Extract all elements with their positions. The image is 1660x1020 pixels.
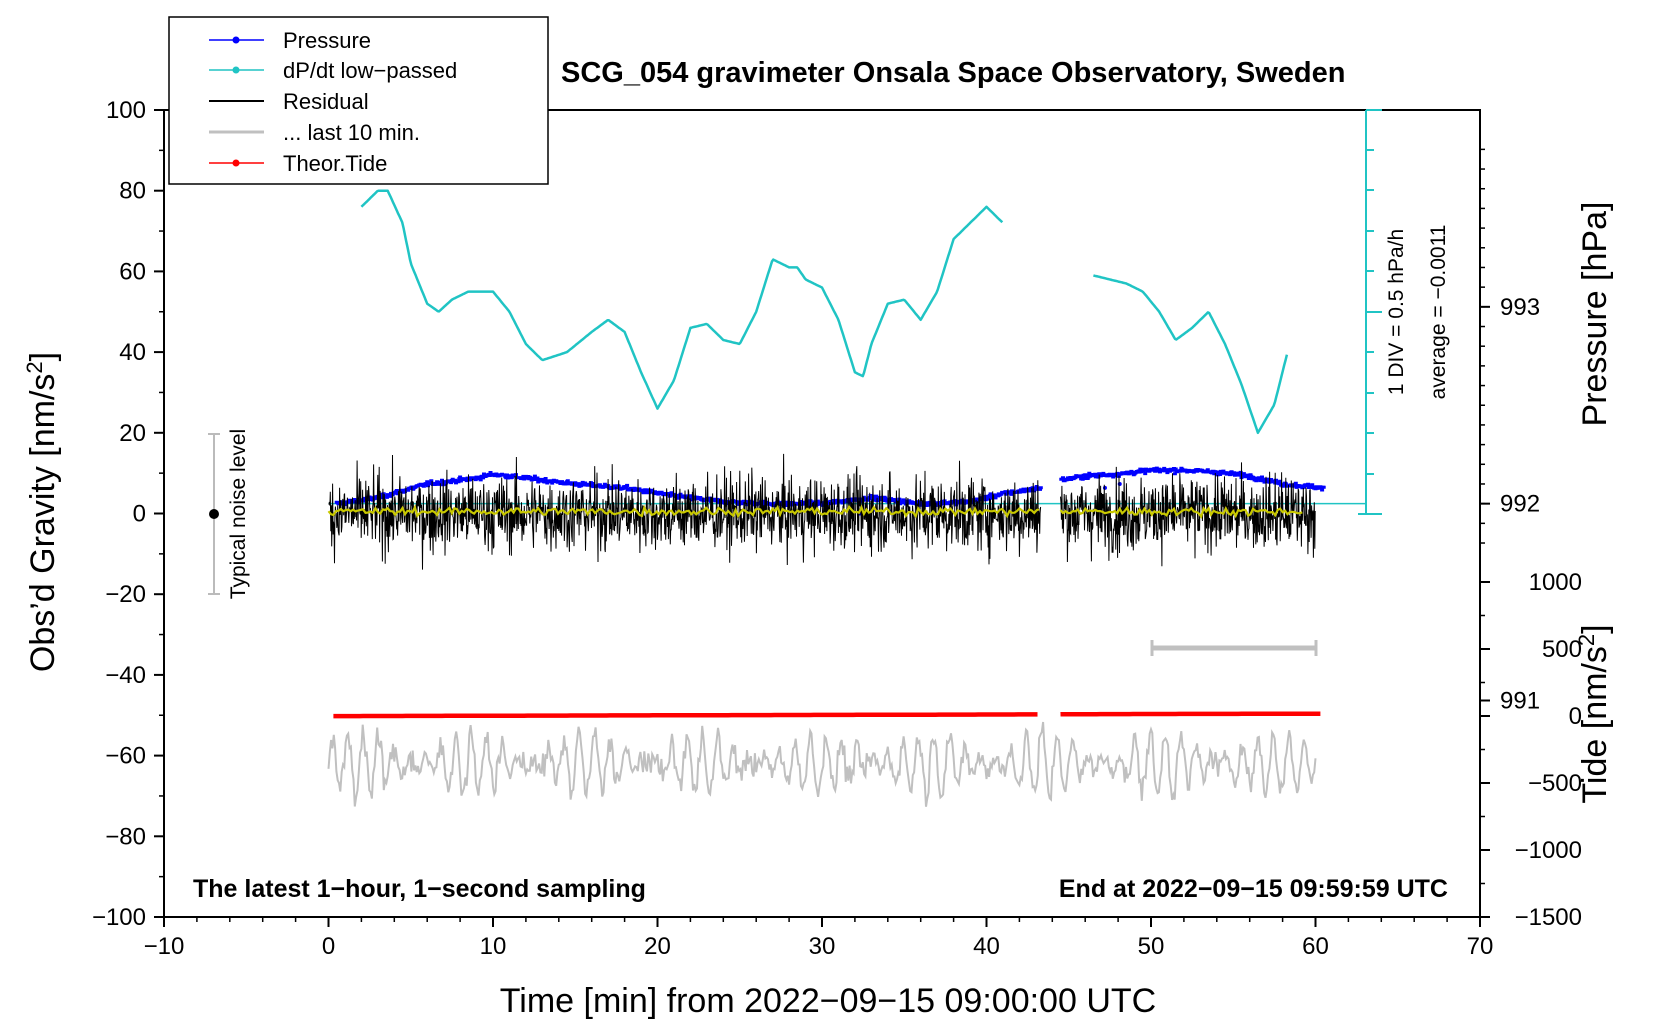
dpdt-series-line (360, 189, 1004, 410)
svg-text:Pressure [hPa]: Pressure [hPa] (1576, 202, 1614, 427)
last-10-min-marker (1150, 640, 1318, 656)
y-tick-label: −100 (92, 904, 146, 931)
x-tick-label: 50 (1138, 933, 1165, 960)
legend-dpdt-label: dP/dt low−passed (283, 58, 457, 83)
y-tick-label: −20 (105, 581, 146, 608)
y-tick-label: −40 (105, 662, 146, 689)
tide-axis-title-sup: 2 (1574, 634, 1599, 646)
x-tick-label: 30 (809, 933, 836, 960)
legend-tide-marker (232, 159, 240, 167)
y-axis-left-title-main: Obs’d Gravity [nm/s (24, 374, 62, 673)
residual-series-line (328, 453, 1042, 570)
tide-axis-title: Tide [nm/s2] (1574, 624, 1614, 803)
dpdt-average-label: average = −0.0011 (1427, 225, 1450, 400)
pressure-tick-label: 991 (1500, 687, 1540, 714)
legend-tide-label: Theor.Tide (283, 151, 387, 176)
axis-ticks: −10 0 10 20 30 40 50 60 70100806040200−20−40−60−… (92, 97, 1582, 960)
y-tick-label: −80 (105, 823, 146, 850)
residual-smooth-line-2 (1059, 505, 1303, 520)
y-axis-left-title-sup: 2 (22, 361, 47, 373)
data-series (327, 189, 1366, 807)
legend-last10-label: ... last 10 min. (283, 120, 420, 145)
x-tick-label: 70 (1467, 933, 1494, 960)
tide-tick-label: 0 (1569, 703, 1582, 730)
dpdt-series-line-2 (1093, 274, 1289, 435)
noise-center-dot (209, 509, 219, 519)
x-tick-label: 40 (973, 933, 1000, 960)
y-axis-left-title-end: ] (24, 352, 62, 361)
y-tick-label: −60 (105, 743, 146, 770)
tide-axis-title-end: ] (1576, 624, 1614, 633)
x-tick-label: 0 (322, 933, 335, 960)
tide-tick-label: 500 (1542, 636, 1582, 663)
tide-series-line-2 (1060, 711, 1321, 717)
tide-tick-label: 1000 (1529, 569, 1582, 596)
x-tick-label: 60 (1302, 933, 1329, 960)
legend-pressure-label: Pressure (283, 28, 371, 53)
legend: Pressure dP/dt low−passed Residual ... l… (168, 16, 549, 185)
noise-indicator: Typical noise level (208, 429, 250, 599)
y-tick-label: 80 (119, 178, 146, 205)
y-tick-label: 20 (119, 420, 146, 447)
svg-text:Obs’d Gravity [nm/s2]: Obs’d Gravity [nm/s2] (22, 352, 62, 672)
legend-pressure-marker (232, 36, 240, 44)
chart-title: SCG_054 gravimeter Onsala Space Observat… (561, 57, 1345, 89)
dpdt-div-label: 1 DIV = 0.5 hPa/h (1385, 229, 1408, 395)
tide-tick-label: −500 (1528, 770, 1582, 797)
dpdt-scale: 1 DIV = 0.5 hPa/h average = −0.0011 (1358, 109, 1450, 515)
legend-residual-label: Residual (283, 89, 369, 114)
svg-text:Tide [nm/s2]: Tide [nm/s2] (1574, 624, 1614, 803)
tide-tick-label: −1500 (1515, 904, 1582, 931)
x-tick-label: 20 (644, 933, 671, 960)
pressure-axis-title: Pressure [hPa] (1576, 202, 1614, 427)
y-tick-label: 0 (133, 501, 146, 528)
residual-series-line-2 (1060, 462, 1316, 567)
y-tick-label: 60 (119, 258, 146, 285)
legend-dpdt-marker (232, 66, 240, 74)
y-tick-label: 40 (119, 339, 146, 366)
pressure-outlier-point (1117, 481, 1122, 486)
y-tick-label: 100 (106, 97, 146, 124)
end-time-note: End at 2022−09−15 09:59:59 UTC (1059, 875, 1448, 903)
residual-smooth-line (327, 504, 1040, 519)
pressure-tick-label: 992 (1500, 491, 1540, 518)
tide-tick-label: −1000 (1515, 837, 1582, 864)
pressure-tick-label: 993 (1500, 294, 1540, 321)
y-axis-left-title: Obs’d Gravity [nm/s2] (22, 352, 62, 672)
pressure-outlier-point (1102, 485, 1107, 490)
latest-sampling-note: The latest 1−hour, 1−second sampling (193, 875, 646, 903)
x-tick-label: 10 (480, 933, 507, 960)
last10-series-line (327, 721, 1317, 807)
x-tick-label: −10 (144, 933, 185, 960)
tide-axis-title-main: Tide [nm/s (1576, 646, 1614, 803)
tide-series-line (333, 712, 1038, 719)
noise-label: Typical noise level (227, 429, 250, 599)
x-axis-title: Time [min] from 2022−09−15 09:00:00 UTC (500, 982, 1156, 1020)
